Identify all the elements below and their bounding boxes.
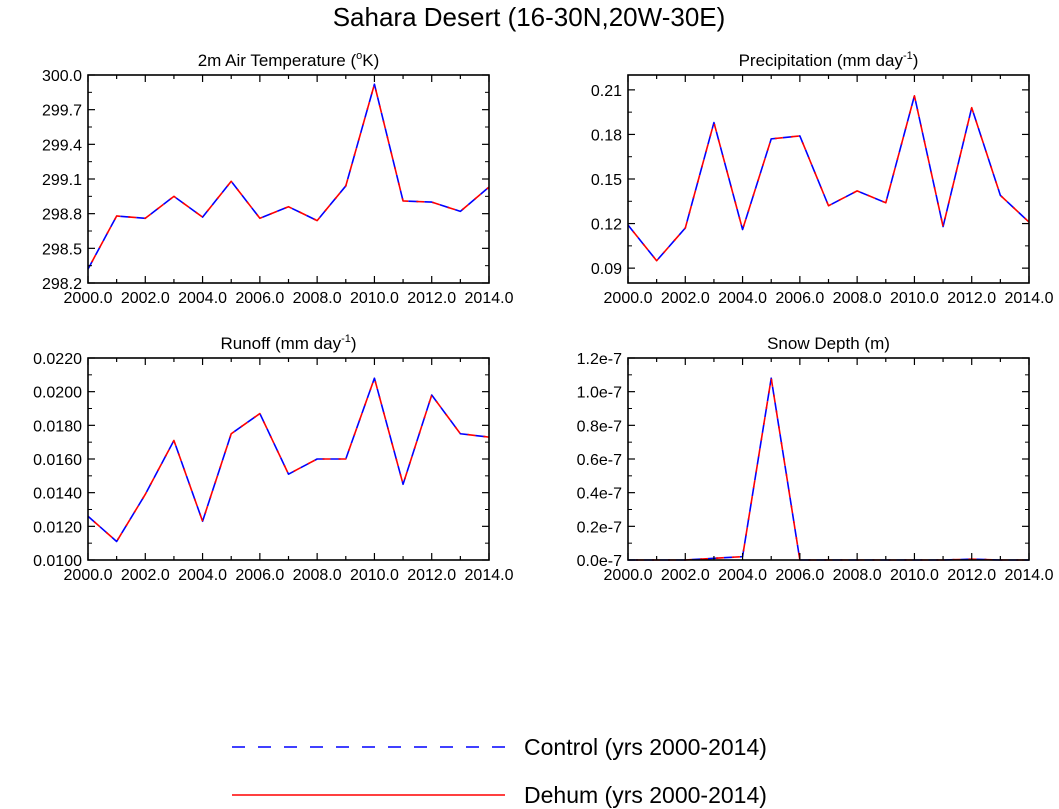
x-tick-label: 2002.0 [661,290,710,307]
x-tick-label: 2000.0 [604,290,653,307]
x-tick-label: 2000.0 [64,290,113,307]
legend-label: Dehum (yrs 2000-2014) [524,782,767,808]
x-tick-label: 2006.0 [775,290,824,307]
y-tick-label: 0.6e-7 [577,452,622,469]
y-tick-label: 0.4e-7 [577,486,622,503]
y-tick-label: 299.7 [42,103,82,120]
y-tick-label: 0.18 [591,127,622,144]
x-tick-label: 2002.0 [661,567,710,584]
axes-frame [87,74,490,284]
x-tick-label: 2010.0 [890,290,939,307]
panel-3: Runoff (mm day-1) 2000.0 2002.0 2004.0 2006.… [33,333,514,584]
x-tick-label: 2000.0 [64,567,113,584]
y-tick-label: 0.0220 [33,351,82,368]
series-dehum-line [87,377,490,543]
axes-frame [87,357,490,561]
x-tick-label: 2010.0 [350,567,399,584]
x-tick-label: 2010.0 [890,567,939,584]
x-tick-label: 2008.0 [833,567,882,584]
x-tick-label: 2014.0 [1005,567,1054,584]
y-tick-label: 0.0180 [33,418,82,435]
x-tick-label: 2002.0 [121,290,170,307]
y-tick-label: 0.2e-7 [577,519,622,536]
x-tick-label: 2012.0 [407,567,456,584]
series-dehum-line [87,83,490,270]
y-tick-label: 300.0 [42,68,82,85]
panel-2: Precipitation (mm day-1) 2000.0 2002.0 2004… [591,50,1054,307]
x-tick-label: 2008.0 [293,290,342,307]
x-tick-label: 2012.0 [947,290,996,307]
x-tick-label: 2006.0 [235,290,284,307]
x-tick-label: 2000.0 [604,567,653,584]
figure-title: Sahara Desert (16-30N,20W-30E) [333,2,726,32]
legend: Control (yrs 2000-2014) Dehum (yrs 2000-2… [232,734,767,808]
x-tick-label: 2004.0 [178,290,227,307]
panel-title: 2m Air Temperature (oK) [198,50,380,70]
axes-frame [627,357,1030,561]
x-tick-label: 2014.0 [465,567,514,584]
y-tick-label: 0.09 [591,261,622,278]
y-tick-label: 1.0e-7 [577,385,622,402]
panel-title: Precipitation (mm day-1) [739,50,919,70]
series-control-line [87,83,490,270]
y-tick-label: 0.0120 [33,519,82,536]
series-control-line [87,377,490,543]
panel-4: Snow Depth (m) 2000.0 2002.0 2004.0 2006.0 20… [577,334,1054,584]
series-control-line [628,377,1029,561]
y-tick-label: 1.2e-7 [577,351,622,368]
y-tick-label: 0.0100 [33,553,82,570]
series-control-line [627,95,1030,262]
series-dehum-line [628,377,1029,561]
x-tick-label: 2004.0 [718,290,767,307]
y-tick-label: 0.15 [591,172,622,189]
legend-item-dehum: Dehum (yrs 2000-2014) [232,782,767,808]
legend-label: Control (yrs 2000-2014) [524,734,767,760]
y-tick-label: 298.2 [42,276,82,293]
x-tick-label: 2006.0 [775,567,824,584]
y-tick-label: 0.8e-7 [577,418,622,435]
y-tick-label: 298.5 [42,241,82,258]
x-tick-label: 2002.0 [121,567,170,584]
y-tick-label: 0.21 [591,83,622,100]
x-tick-label: 2010.0 [350,290,399,307]
y-tick-label: 298.8 [42,207,82,224]
y-tick-label: 299.1 [42,172,82,189]
series-dehum-line [627,95,1030,262]
axes-frame [627,74,1030,284]
y-tick-label: 299.4 [42,137,82,154]
x-tick-label: 2004.0 [178,567,227,584]
y-tick-label: 0.0140 [33,486,82,503]
panel-1: 2m Air Temperature (oK) 2000.0 2002.0 2004.… [42,50,514,307]
y-tick-label: 0.12 [591,217,622,234]
x-tick-label: 2006.0 [235,567,284,584]
x-tick-label: 2012.0 [407,290,456,307]
panels: 2m Air Temperature (oK) 2000.0 2002.0 2004.… [33,50,1054,584]
x-tick-label: 2014.0 [1005,290,1054,307]
x-tick-label: 2008.0 [833,290,882,307]
panel-title: Snow Depth (m) [767,334,890,353]
panel-title: Runoff (mm day-1) [220,333,356,353]
x-tick-label: 2014.0 [465,290,514,307]
y-tick-label: 0.0200 [33,385,82,402]
y-tick-label: 0.0160 [33,452,82,469]
x-tick-label: 2004.0 [718,567,767,584]
x-tick-label: 2008.0 [293,567,342,584]
x-tick-label: 2012.0 [947,567,996,584]
y-tick-label: 0.0e-7 [577,553,622,570]
legend-item-control: Control (yrs 2000-2014) [232,734,767,760]
